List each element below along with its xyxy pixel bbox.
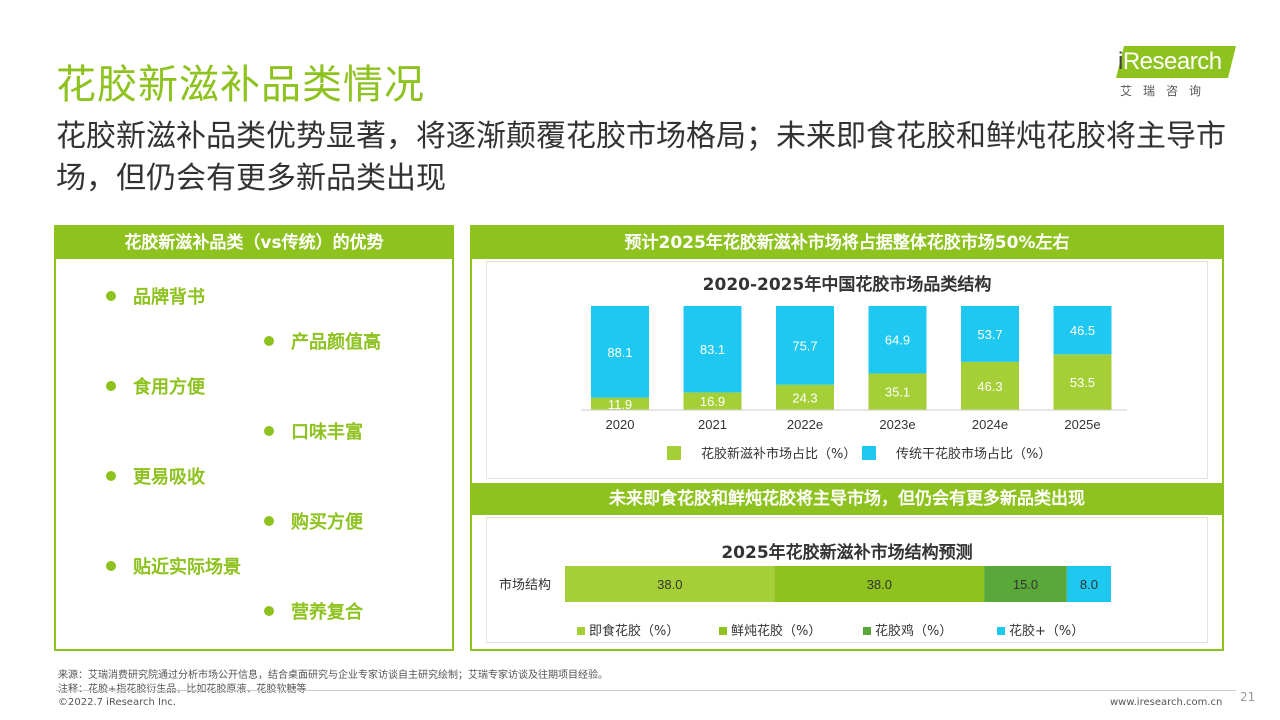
advantage-item: 营养复合	[264, 598, 363, 624]
legend-swatch	[667, 446, 681, 460]
market-panel: 预计2025年花胶新滋补市场将占据整体花胶市场50%左右 2020-2025年中…	[470, 225, 1224, 651]
bar-segment	[868, 306, 927, 374]
advantage-item: 口味丰富	[264, 418, 363, 444]
website-url: www.iresearch.com.cn	[1110, 697, 1223, 708]
legend-swatch	[719, 627, 727, 635]
stacked-bar-chart: 11.9 88.1 2020 16.9 83.1 2021 24.3 75.7 2022e 35.…	[581, 306, 1127, 462]
market-forecast-heading: 预计2025年花胶新滋补市场将占据整体花胶市场50%左右	[472, 227, 1222, 259]
legend-swatch	[862, 446, 876, 460]
legend-label: 花胶新滋补市场占比（%）	[701, 446, 856, 462]
advantage-item: 品牌背书	[106, 283, 205, 309]
page-title: 花胶新滋补品类情况	[56, 62, 425, 108]
bar-segment	[565, 566, 775, 602]
chart-title: 2025年花胶新滋补市场结构预测	[721, 543, 973, 563]
data-label: 83.1	[700, 342, 725, 357]
bullet-dot-icon	[106, 291, 116, 301]
data-label: 38.0	[867, 577, 892, 592]
bar-segment	[1053, 306, 1112, 355]
y-category-label: 市场结构	[499, 577, 551, 593]
advantage-item: 产品颜值高	[264, 328, 381, 354]
bullet-dot-icon	[264, 516, 274, 526]
copyright: ©2022.7 iResearch Inc.	[58, 697, 176, 708]
x-tick-label: 2024e	[972, 417, 1008, 432]
legend-label: 即食花胶（%）	[589, 623, 679, 639]
advantages-heading: 花胶新滋补品类（vs传统）的优势	[56, 227, 452, 259]
footer-divider	[56, 690, 1236, 691]
bar-segment	[1066, 566, 1111, 602]
legend-swatch	[997, 627, 1005, 635]
category-structure-chart: 2020-2025年中国花胶市场品类结构 11.9 88.1 2020 16.9 83.…	[486, 261, 1208, 479]
page-subtitle: 花胶新滋补品类优势显著，将逐渐颠覆花胶市场格局；未来即食花胶和鲜炖花胶将主导市场…	[56, 119, 1226, 196]
data-label: 46.5	[1070, 323, 1095, 338]
chart-title: 2020-2025年中国花胶市场品类结构	[702, 275, 992, 295]
future-trend-heading: 未来即食花胶和鲜炖花胶将主导市场，但仍会有更多新品类出现	[472, 483, 1222, 515]
x-tick-label: 2022e	[787, 417, 823, 432]
x-tick-label: 2020	[606, 417, 635, 432]
bullet-dot-icon	[106, 471, 116, 481]
advantage-item: 食用方便	[106, 373, 205, 399]
legend-swatch	[863, 627, 871, 635]
logo-subtitle: 艾瑞咨询	[1120, 84, 1213, 98]
data-label: 75.7	[792, 338, 817, 353]
iresearch-logo: iResearch 艾瑞咨询	[1112, 42, 1236, 98]
bar-segment	[961, 361, 1019, 410]
bullet-dot-icon	[106, 561, 116, 571]
data-label: 53.7	[977, 327, 1002, 342]
advantage-item: 更易吸收	[106, 463, 205, 489]
data-label: 38.0	[657, 577, 682, 592]
data-label: 8.0	[1080, 577, 1098, 592]
bar-segment	[961, 306, 1019, 362]
legend-label: 传统干花胶市场占比（%）	[896, 446, 1051, 462]
bar-segment	[591, 306, 649, 398]
bar-segment	[1053, 354, 1112, 410]
data-label: 15.0	[1013, 577, 1038, 592]
data-label: 53.5	[1070, 375, 1095, 390]
page-number: 21	[1240, 690, 1256, 704]
bullet-dot-icon	[106, 381, 116, 391]
x-tick-label: 2023e	[879, 417, 915, 432]
annotation-note: 注释：花胶+指花胶衍生品，比如花胶原液、花胶软糖等	[58, 680, 306, 695]
legend-label: 花胶+（%）	[1009, 623, 1084, 639]
bar-segment	[591, 397, 649, 410]
x-tick-label: 2021	[698, 417, 727, 432]
legend-label: 花胶鸡（%）	[875, 623, 952, 639]
logo-text: iResearch	[1118, 48, 1222, 75]
bar-segment	[683, 392, 742, 410]
bar-segment	[683, 306, 742, 393]
legend-swatch	[577, 627, 585, 635]
data-label: 88.1	[607, 345, 632, 360]
source-note: 来源：艾瑞消费研究院通过分析市场公开信息，结合桌面研究与企业专家访谈自主研究绘制…	[58, 670, 608, 681]
advantage-item: 贴近实际场景	[106, 553, 241, 579]
data-label: 11.9	[608, 397, 632, 412]
legend-label: 鲜炖花胶（%）	[731, 623, 821, 639]
advantages-list: 品牌背书 产品颜值高 食用方便 口味丰富 更易吸收 购买方便 贴近实际场景 营养…	[60, 261, 448, 645]
bar-segment	[774, 566, 985, 602]
data-label: 35.1	[885, 385, 910, 400]
advantages-panel: 花胶新滋补品类（vs传统）的优势 品牌背书 产品颜值高 食用方便 口味丰富 更易…	[54, 225, 454, 651]
bar-segment	[868, 373, 927, 410]
bar-segment	[984, 566, 1067, 602]
advantage-item: 购买方便	[264, 508, 363, 534]
bar-segment	[776, 306, 834, 385]
bar-segment	[776, 384, 834, 410]
data-label: 46.3	[977, 379, 1002, 394]
structure-forecast-chart: 2025年花胶新滋补市场结构预测 38.0 38.0 15.0 8.0 市场结构即食花胶…	[486, 517, 1208, 643]
bullet-dot-icon	[264, 426, 274, 436]
bullet-dot-icon	[264, 606, 274, 616]
data-label: 64.9	[885, 333, 910, 348]
data-label: 16.9	[700, 394, 725, 409]
bullet-dot-icon	[264, 336, 274, 346]
data-label: 24.3	[792, 390, 817, 405]
x-tick-label: 2025e	[1064, 417, 1100, 432]
